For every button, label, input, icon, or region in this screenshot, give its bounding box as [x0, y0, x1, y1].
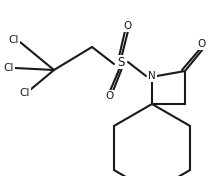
Text: S: S: [117, 55, 125, 68]
Text: Cl: Cl: [9, 35, 19, 45]
Text: O: O: [124, 21, 132, 31]
Text: O: O: [106, 91, 114, 101]
Text: N: N: [148, 71, 156, 81]
Text: O: O: [197, 39, 205, 49]
Text: Cl: Cl: [20, 88, 30, 98]
Text: Cl: Cl: [4, 63, 14, 73]
